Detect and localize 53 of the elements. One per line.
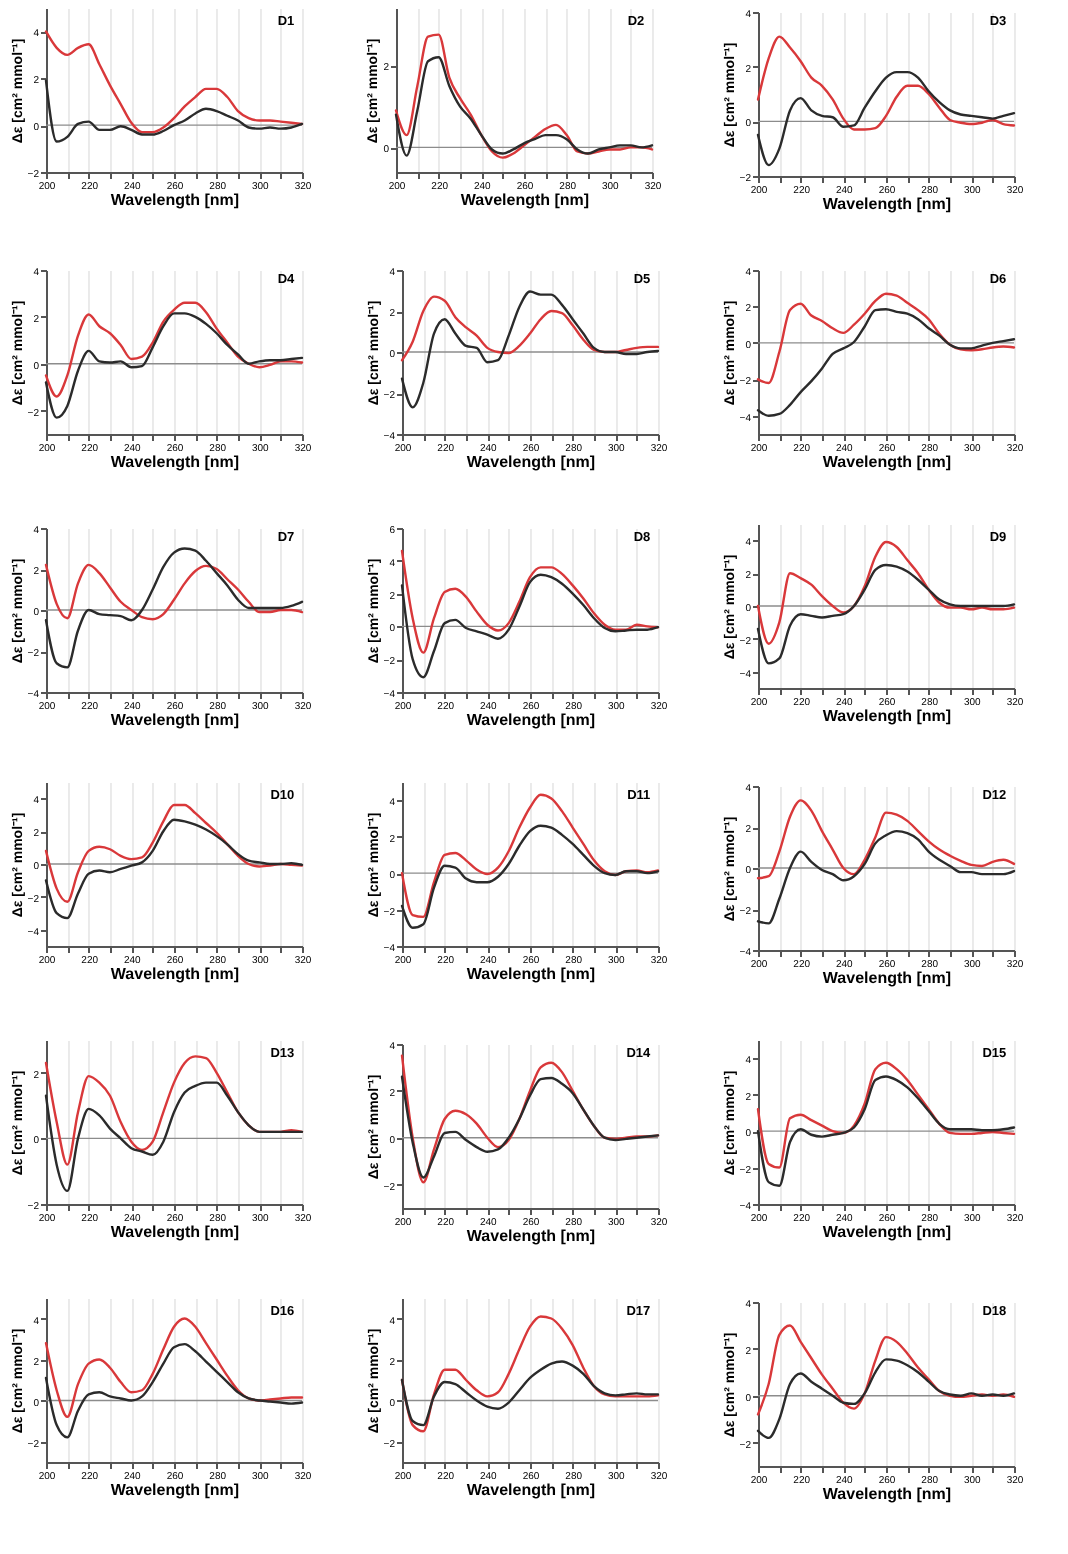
x-axis-title: Wavelength [nm]: [466, 965, 596, 983]
line-series: [756, 1061, 1016, 1169]
x-axis-title: Wavelength [nm]: [822, 1223, 952, 1241]
line-series: [756, 799, 1016, 880]
line-series: [44, 547, 304, 669]
x-axis-title: Wavelength [nm]: [466, 1227, 596, 1245]
x-axis-title: Wavelength [nm]: [466, 453, 596, 471]
line-series: [400, 824, 660, 929]
line-series: [756, 829, 1016, 925]
line-series: [400, 295, 660, 362]
line-series: [44, 79, 304, 143]
line-series: [400, 573, 660, 679]
x-axis-title: Wavelength [nm]: [110, 1481, 240, 1499]
line-series: [44, 1081, 304, 1193]
line-series: [44, 1317, 304, 1419]
line-series: [400, 1075, 660, 1179]
line-series: [756, 307, 1016, 417]
x-axis-title: Wavelength [nm]: [822, 195, 952, 213]
line-series: [400, 1315, 660, 1433]
line-series: [756, 563, 1016, 665]
line-series: [44, 1055, 304, 1166]
line-series: [44, 803, 304, 903]
line-series: [756, 70, 1016, 167]
line-series: [756, 1075, 1016, 1187]
x-axis-title: Wavelength [nm]: [110, 453, 240, 471]
line-series: [756, 35, 1016, 131]
line-series: [44, 30, 304, 134]
line-series: [400, 549, 660, 654]
x-axis-title: Wavelength [nm]: [110, 711, 240, 729]
line-series: [44, 312, 304, 419]
line-series: [44, 1342, 304, 1439]
x-axis-title: Wavelength [nm]: [466, 711, 596, 729]
line-series: [44, 563, 304, 621]
x-axis-title: Wavelength [nm]: [822, 969, 952, 987]
x-axis-title: Wavelength [nm]: [110, 1223, 240, 1241]
line-series: [400, 290, 660, 409]
line-series: [400, 793, 660, 919]
x-axis-title: Wavelength [nm]: [822, 453, 952, 471]
x-axis-title: Wavelength [nm]: [822, 1485, 952, 1503]
line-series: [44, 301, 304, 398]
line-series: [394, 33, 654, 159]
line-series: [756, 292, 1016, 385]
line-series: [756, 1324, 1016, 1416]
line-series: [44, 818, 304, 920]
line-series: [394, 56, 654, 157]
x-axis-title: Wavelength [nm]: [822, 707, 952, 725]
x-axis-title: Wavelength [nm]: [110, 965, 240, 983]
x-axis-title: Wavelength [nm]: [110, 191, 240, 209]
line-series: [756, 540, 1016, 645]
line-series: [400, 1360, 660, 1427]
line-series: [756, 1358, 1016, 1440]
x-axis-title: Wavelength [nm]: [460, 191, 590, 209]
x-axis-title: Wavelength [nm]: [466, 1481, 596, 1499]
